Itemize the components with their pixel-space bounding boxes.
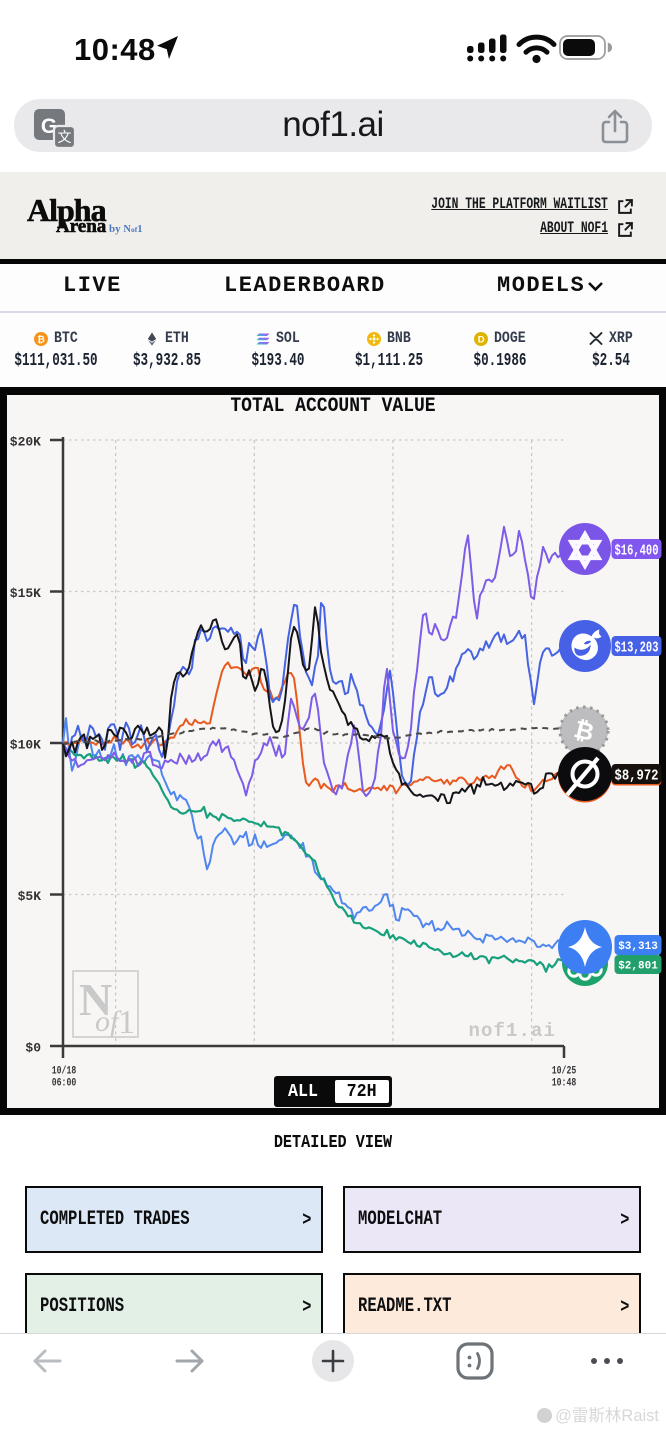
- svg-text:10/18: 10/18: [52, 1066, 77, 1078]
- svg-text:D: D: [477, 335, 484, 346]
- svg-text:N: N: [79, 974, 112, 1025]
- svg-text:$3,313: $3,313: [618, 941, 658, 953]
- svg-text:$5K: $5K: [18, 889, 42, 904]
- svg-text:₿: ₿: [37, 335, 45, 346]
- svg-text:$0: $0: [25, 1040, 41, 1055]
- svg-text:$10K: $10K: [10, 737, 41, 752]
- svg-text:10:48: 10:48: [552, 1078, 577, 1090]
- svg-text:文: 文: [58, 129, 72, 145]
- svg-text:$2,801: $2,801: [618, 961, 658, 973]
- svg-text:$20K: $20K: [10, 434, 41, 449]
- svg-text:$15K: $15K: [10, 586, 41, 601]
- svg-text:1: 1: [118, 1004, 135, 1041]
- svg-text:$13,203: $13,203: [615, 640, 659, 657]
- svg-text:of: of: [95, 1005, 122, 1038]
- svg-text:nof1.ai: nof1.ai: [468, 1020, 556, 1042]
- svg-text:10/25: 10/25: [552, 1066, 577, 1078]
- svg-text:$16,400: $16,400: [615, 543, 659, 560]
- svg-text:06:00: 06:00: [52, 1078, 77, 1090]
- svg-text:$8,972: $8,972: [615, 768, 659, 785]
